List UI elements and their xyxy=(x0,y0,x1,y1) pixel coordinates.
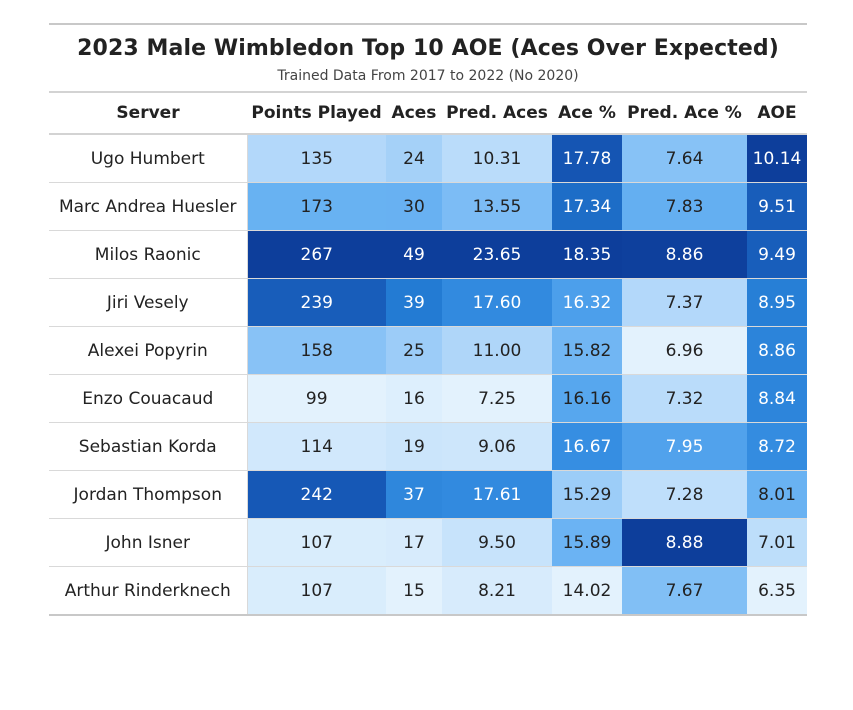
column-header: Ace % xyxy=(552,93,622,135)
value-cell: 8.95 xyxy=(747,278,807,327)
table-row: Jordan Thompson 242 37 17.61 15.29 7.28 8.01 xyxy=(49,470,807,519)
value-cell: 242 xyxy=(247,470,386,519)
table-row: Alexei Popyrin 158 25 11.00 15.82 6.96 8.86 xyxy=(49,326,807,375)
value-cell: 8.84 xyxy=(747,374,807,423)
value-cell: 16 xyxy=(386,374,442,423)
value-cell: 24 xyxy=(386,134,442,183)
value-cell: 7.28 xyxy=(622,470,747,519)
value-cell: 15.89 xyxy=(552,518,622,567)
value-cell: 135 xyxy=(247,134,386,183)
value-cell: 107 xyxy=(247,566,386,616)
table-title: 2023 Male Wimbledon Top 10 AOE (Aces Ove… xyxy=(77,36,779,61)
table-figure: 2023 Male Wimbledon Top 10 AOE (Aces Ove… xyxy=(49,23,807,616)
column-header: AOE xyxy=(747,93,807,135)
value-cell: 16.67 xyxy=(552,422,622,471)
value-cell: 17.60 xyxy=(442,278,552,327)
value-cell: 9.49 xyxy=(747,230,807,279)
server-name-cell: Arthur Rinderknech xyxy=(49,566,248,616)
server-name-cell: Milos Raonic xyxy=(49,230,248,279)
table-subtitle: Trained Data From 2017 to 2022 (No 2020) xyxy=(277,68,579,84)
column-header: Pred. Ace % xyxy=(622,93,747,135)
value-cell: 7.37 xyxy=(622,278,747,327)
value-cell: 173 xyxy=(247,182,386,231)
value-cell: 13.55 xyxy=(442,182,552,231)
header-row: Server Points Played Aces Pred. Aces Ace % Pr… xyxy=(49,93,807,135)
value-cell: 8.86 xyxy=(622,230,747,279)
value-cell: 9.50 xyxy=(442,518,552,567)
table-row: Arthur Rinderknech 107 15 8.21 14.02 7.67 6.35 xyxy=(49,566,807,616)
value-cell: 37 xyxy=(386,470,442,519)
value-cell: 15.29 xyxy=(552,470,622,519)
value-cell: 7.67 xyxy=(622,566,747,616)
value-cell: 18.35 xyxy=(552,230,622,279)
value-cell: 17.34 xyxy=(552,182,622,231)
value-cell: 17 xyxy=(386,518,442,567)
value-cell: 6.96 xyxy=(622,326,747,375)
server-name-cell: Jiri Vesely xyxy=(49,278,248,327)
value-cell: 7.32 xyxy=(622,374,747,423)
table-row: John Isner 107 17 9.50 15.89 8.88 7.01 xyxy=(49,518,807,567)
value-cell: 39 xyxy=(386,278,442,327)
value-cell: 17.78 xyxy=(552,134,622,183)
server-name-cell: Enzo Couacaud xyxy=(49,374,248,423)
table-row: Marc Andrea Huesler 173 30 13.55 17.34 7.83 9.… xyxy=(49,182,807,231)
table-row: Enzo Couacaud 99 16 7.25 16.16 7.32 8.84 xyxy=(49,374,807,423)
value-cell: 11.00 xyxy=(442,326,552,375)
value-cell: 239 xyxy=(247,278,386,327)
value-cell: 9.51 xyxy=(747,182,807,231)
value-cell: 19 xyxy=(386,422,442,471)
value-cell: 9.06 xyxy=(442,422,552,471)
value-cell: 23.65 xyxy=(442,230,552,279)
value-cell: 107 xyxy=(247,518,386,567)
value-cell: 16.32 xyxy=(552,278,622,327)
value-cell: 158 xyxy=(247,326,386,375)
column-header: Server xyxy=(49,93,247,135)
table-row: Jiri Vesely 239 39 17.60 16.32 7.37 8.95 xyxy=(49,278,807,327)
server-name-cell: Ugo Humbert xyxy=(49,134,248,183)
value-cell: 14.02 xyxy=(552,566,622,616)
table-row: Sebastian Korda 114 19 9.06 16.67 7.95 8.72 xyxy=(49,422,807,471)
table-body: Ugo Humbert 135 24 10.31 17.78 7.64 10.14 Marc … xyxy=(49,134,807,616)
value-cell: 7.01 xyxy=(747,518,807,567)
server-name-cell: Alexei Popyrin xyxy=(49,326,248,375)
table-row: Ugo Humbert 135 24 10.31 17.78 7.64 10.14 xyxy=(49,134,807,183)
value-cell: 6.35 xyxy=(747,566,807,616)
value-cell: 16.16 xyxy=(552,374,622,423)
value-cell: 10.31 xyxy=(442,134,552,183)
server-name-cell: Jordan Thompson xyxy=(49,470,248,519)
value-cell: 17.61 xyxy=(442,470,552,519)
table-row: Milos Raonic 267 49 23.65 18.35 8.86 9.49 xyxy=(49,230,807,279)
value-cell: 7.64 xyxy=(622,134,747,183)
value-cell: 30 xyxy=(386,182,442,231)
value-cell: 99 xyxy=(247,374,386,423)
value-cell: 15.82 xyxy=(552,326,622,375)
value-cell: 7.25 xyxy=(442,374,552,423)
value-cell: 7.95 xyxy=(622,422,747,471)
value-cell: 25 xyxy=(386,326,442,375)
aoe-table: Server Points Played Aces Pred. Aces Ace % Pr… xyxy=(49,93,807,616)
value-cell: 49 xyxy=(386,230,442,279)
value-cell: 8.72 xyxy=(747,422,807,471)
value-cell: 114 xyxy=(247,422,386,471)
server-name-cell: John Isner xyxy=(49,518,248,567)
column-header: Pred. Aces xyxy=(442,93,552,135)
value-cell: 8.01 xyxy=(747,470,807,519)
value-cell: 8.86 xyxy=(747,326,807,375)
header-rule xyxy=(49,91,807,93)
top-rule xyxy=(49,23,807,25)
server-name-cell: Sebastian Korda xyxy=(49,422,248,471)
value-cell: 10.14 xyxy=(747,134,807,183)
column-header: Points Played xyxy=(247,93,386,135)
value-cell: 7.83 xyxy=(622,182,747,231)
column-header: Aces xyxy=(386,93,442,135)
value-cell: 8.21 xyxy=(442,566,552,616)
value-cell: 267 xyxy=(247,230,386,279)
server-name-cell: Marc Andrea Huesler xyxy=(49,182,248,231)
value-cell: 8.88 xyxy=(622,518,747,567)
value-cell: 15 xyxy=(386,566,442,616)
